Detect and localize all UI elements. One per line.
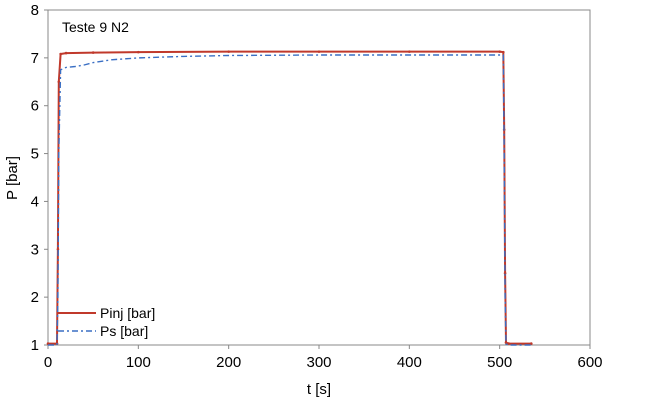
y-tick-label: 3 — [31, 241, 39, 258]
x-tick-label: 200 — [216, 354, 241, 371]
plot-area — [47, 9, 591, 346]
data-point — [501, 50, 505, 54]
x-tick-label: 500 — [487, 354, 512, 371]
x-axis-ticks: 0 100 200 300 400 500 600 — [44, 345, 603, 371]
data-point — [46, 342, 50, 345]
x-tick-label: 0 — [44, 354, 52, 371]
x-tick-label: 100 — [126, 354, 151, 371]
data-point — [227, 50, 230, 53]
data-point — [64, 51, 68, 55]
legend: Pinj [bar] Ps [bar] — [58, 305, 155, 339]
y-tick-label: 7 — [31, 50, 39, 67]
y-tick-label: 8 — [31, 2, 39, 19]
legend-label-pinj: Pinj [bar] — [100, 305, 155, 321]
series-line-ps — [48, 54, 532, 346]
legend-label-ps: Ps [bar] — [100, 323, 148, 339]
y-tick-label: 4 — [31, 193, 39, 210]
data-point — [56, 247, 60, 251]
series-line-pinj — [48, 50, 532, 345]
x-axis-label: t [s] — [307, 381, 331, 398]
y-tick-label: 1 — [31, 337, 39, 354]
chart-title: Teste 9 N2 — [62, 19, 129, 35]
data-point — [504, 341, 508, 344]
data-point — [57, 80, 61, 84]
data-point — [408, 50, 411, 53]
data-point — [498, 50, 501, 53]
y-tick-label: 6 — [31, 98, 39, 115]
data-point — [59, 52, 62, 56]
data-point — [529, 342, 533, 345]
y-axis-ticks: 1 2 3 4 5 6 7 8 — [31, 2, 48, 354]
x-tick-label: 300 — [306, 354, 331, 371]
data-point — [507, 342, 511, 345]
y-tick-label: 2 — [31, 289, 39, 306]
series-layer — [46, 50, 533, 346]
data-point — [137, 50, 140, 54]
y-axis-label: P [bar] — [4, 156, 21, 200]
data-point — [91, 51, 95, 54]
x-tick-label: 600 — [577, 354, 602, 371]
x-tick-label: 400 — [397, 354, 422, 371]
data-point — [317, 50, 321, 53]
y-tick-label: 5 — [31, 146, 39, 163]
